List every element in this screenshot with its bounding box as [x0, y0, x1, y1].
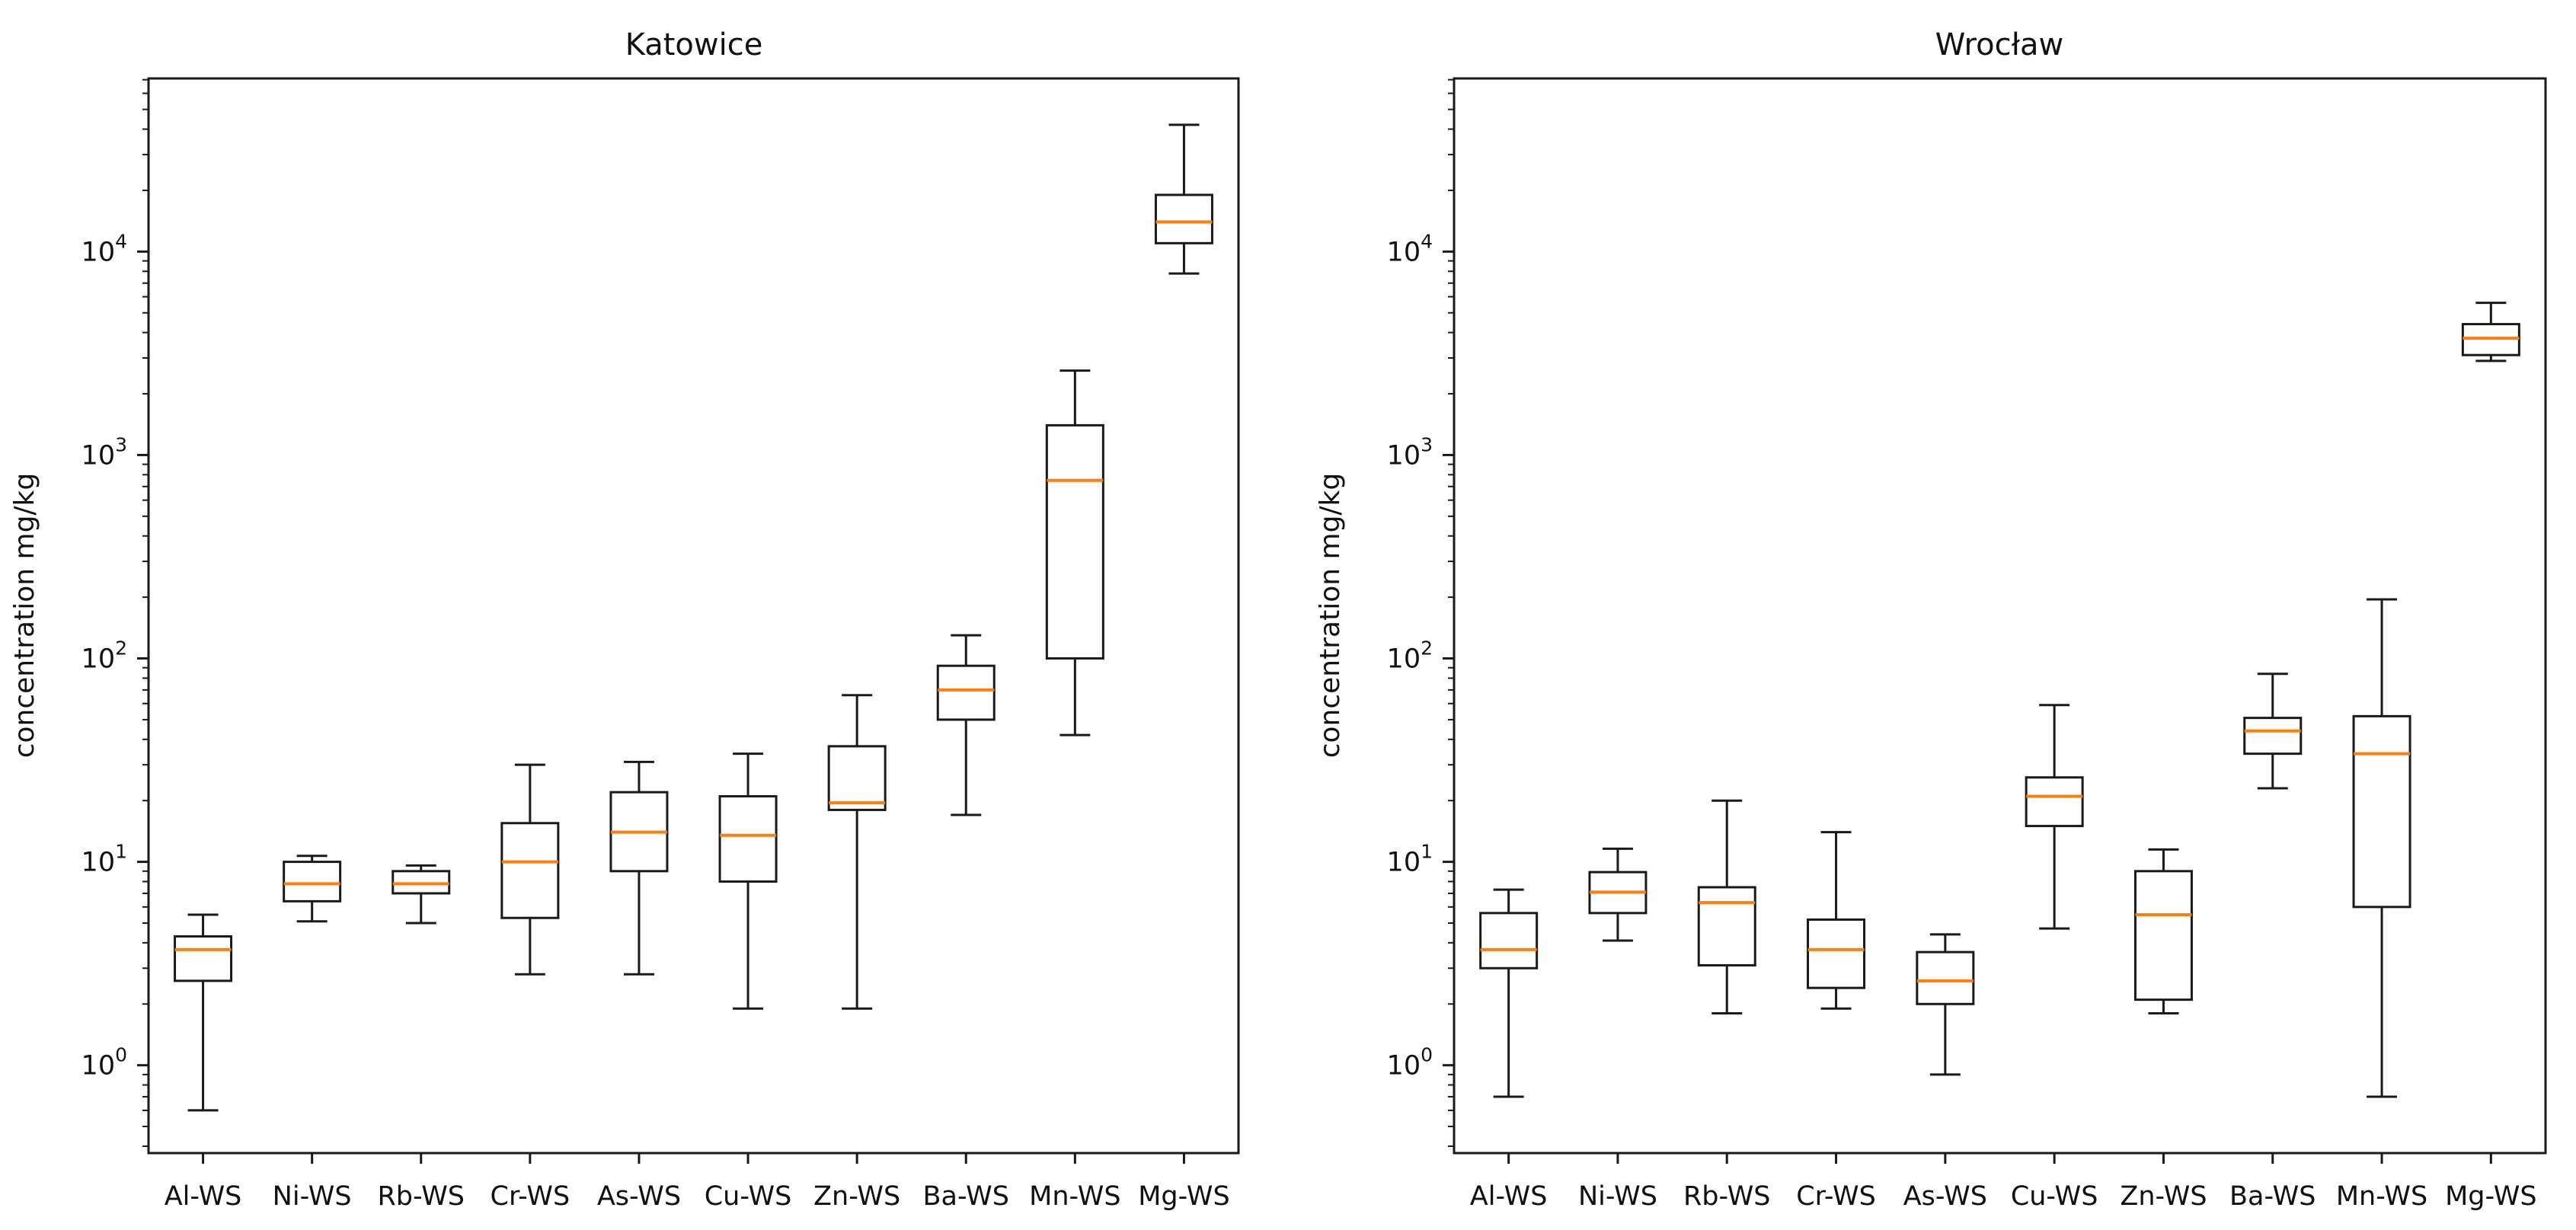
x-tick-label-al-ws: Al-WS — [165, 1181, 242, 1212]
iqr-box — [1479, 912, 1539, 970]
y-tick-label: 103 — [1387, 433, 1433, 471]
katowice-axes: 100 101 102 103 104 Al-WS Ni-WS Rb-WS Cr-WS As-WS… — [81, 77, 1240, 1212]
plot-title-katowice: Katowice — [625, 27, 763, 62]
iqr-box — [1045, 423, 1104, 660]
iqr-box — [2243, 717, 2303, 756]
iqr-box — [1154, 193, 1213, 244]
x-tick-label-mn-ws: Mn-WS — [2336, 1181, 2427, 1212]
y-tick-label: 102 — [81, 637, 127, 675]
y-axis-label-wroclaw: concentration mg/kg — [1315, 473, 1346, 759]
x-tick-label-ba-ws: Ba-WS — [2229, 1181, 2316, 1212]
iqr-box — [1916, 950, 1975, 1005]
wrocław-box-zn-ws — [2133, 848, 2193, 1014]
katowice-box-cu-ws — [718, 752, 778, 1010]
katowice-box-as-ws — [609, 760, 669, 976]
iqr-box — [174, 934, 233, 982]
y-tick-label: 103 — [81, 433, 127, 471]
axes-spines — [147, 77, 1240, 1155]
wroclaw-axes: 100 101 102 103 104 Al-WS Ni-WS Rb-WS Cr-WS As-WS… — [1387, 77, 2547, 1212]
wrocław-box-rb-ws — [1697, 799, 1756, 1014]
x-tick-label-ba-ws: Ba-WS — [923, 1181, 1010, 1212]
wrocław-box-cu-ws — [2025, 704, 2084, 930]
katowice-box-cr-ws — [500, 763, 560, 976]
x-tick-label-zn-ws: Zn-WS — [813, 1181, 900, 1212]
y-tick-label: 104 — [81, 230, 127, 267]
iqr-box — [392, 870, 451, 895]
x-tick-label-cr-ws: Cr-WS — [1796, 1181, 1876, 1212]
x-tick-label-mg-ws: Mg-WS — [1138, 1181, 1229, 1212]
wrocław-box-mn-ws — [2352, 598, 2411, 1098]
iqr-box — [2352, 714, 2411, 909]
x-tick-label-ni-ws: Ni-WS — [273, 1181, 352, 1212]
x-tick-label-ni-ws: Ni-WS — [1578, 1181, 1657, 1212]
katowice-box-al-ws — [174, 913, 233, 1112]
wrocław-box-ba-ws — [2243, 673, 2303, 790]
wrocław-box-as-ws — [1916, 933, 1975, 1076]
iqr-box — [500, 822, 560, 919]
iqr-box — [2025, 776, 2084, 828]
wrocław-box-ni-ws — [1588, 847, 1648, 942]
y-tick-label: 100 — [1387, 1044, 1433, 1081]
wroclaw-plot: Wrocław concentration mg/kg 100 101 102 103… — [1315, 27, 2547, 1212]
x-tick-label-mg-ws: Mg-WS — [2445, 1181, 2536, 1212]
x-tick-label-al-ws: Al-WS — [1470, 1181, 1548, 1212]
iqr-box — [827, 745, 887, 811]
x-tick-label-rb-ws: Rb-WS — [377, 1181, 465, 1212]
x-tick-label-as-ws: As-WS — [1903, 1181, 1987, 1212]
wrocław-box-mg-ws — [2461, 302, 2520, 363]
katowice-box-ba-ws — [936, 634, 996, 816]
plot-title-wroclaw: Wrocław — [1935, 27, 2063, 62]
y-tick-label: 101 — [81, 841, 127, 878]
iqr-box — [1807, 918, 1866, 989]
axes-spines — [1453, 77, 2547, 1155]
x-tick-label-rb-ws: Rb-WS — [1683, 1181, 1771, 1212]
katowice-plot: Katowice concentration mg/kg 10010110210… — [9, 27, 1240, 1212]
katowice-box-mn-ws — [1045, 369, 1104, 736]
iqr-box — [1697, 886, 1756, 966]
katowice-box-zn-ws — [827, 694, 887, 1010]
x-tick-label-mn-ws: Mn-WS — [1029, 1181, 1120, 1212]
y-axis-label-katowice: concentration mg/kg — [9, 473, 40, 759]
x-tick-label-as-ws: As-WS — [597, 1181, 681, 1212]
y-tick-label: 102 — [1387, 637, 1433, 675]
katowice-box-rb-ws — [392, 864, 451, 925]
iqr-box — [936, 664, 996, 721]
wrocław-box-al-ws — [1479, 888, 1539, 1098]
x-tick-label-zn-ws: Zn-WS — [2120, 1181, 2207, 1212]
katowice-box-ni-ws — [283, 855, 342, 923]
y-tick-label: 101 — [1387, 841, 1433, 878]
iqr-box — [718, 795, 778, 883]
y-tick-label: 104 — [1387, 230, 1433, 267]
iqr-box — [2133, 870, 2193, 1002]
katowice-box-mg-ws — [1154, 123, 1213, 275]
y-tick-label: 100 — [81, 1044, 127, 1081]
x-tick-label-cu-ws: Cu-WS — [2011, 1181, 2098, 1212]
wrocław-box-cr-ws — [1807, 831, 1866, 1010]
x-tick-label-cr-ws: Cr-WS — [491, 1181, 570, 1212]
x-tick-label-cu-ws: Cu-WS — [705, 1181, 792, 1212]
iqr-box — [283, 861, 342, 903]
